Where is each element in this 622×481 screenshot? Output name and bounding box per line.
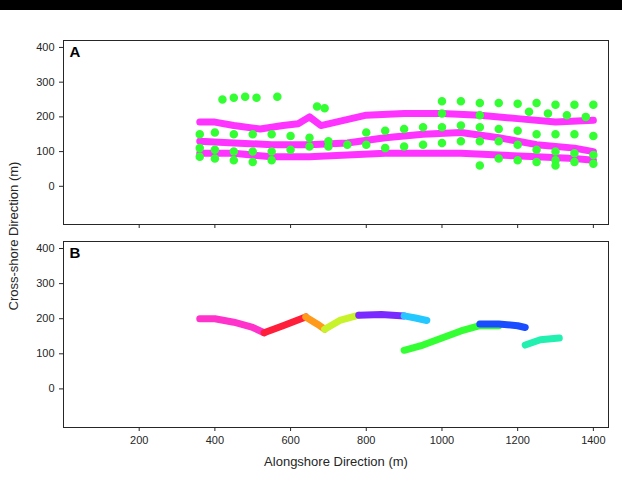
- svg-text:100: 100: [36, 347, 54, 359]
- svg-text:300: 300: [36, 76, 54, 88]
- svg-text:0: 0: [48, 180, 54, 192]
- svg-text:Alongshore Direction (m): Alongshore Direction (m): [264, 454, 408, 469]
- svg-text:200: 200: [36, 110, 54, 122]
- svg-text:600: 600: [281, 434, 299, 446]
- svg-text:400: 400: [36, 41, 54, 53]
- svg-text:1200: 1200: [505, 434, 529, 446]
- svg-text:1000: 1000: [430, 434, 454, 446]
- svg-text:A: A: [70, 43, 81, 60]
- html-text:Cross-shore Direction (m): Cross-shore Direction (m): [5, 161, 21, 311]
- svg-text:300: 300: [36, 277, 54, 289]
- svg-text:100: 100: [36, 145, 54, 157]
- svg-text:0: 0: [48, 382, 54, 394]
- svg-text:B: B: [70, 244, 81, 261]
- svg-text:400: 400: [206, 434, 224, 446]
- svg-text:400: 400: [36, 242, 54, 254]
- svg-text:200: 200: [130, 434, 148, 446]
- svg-text:1400: 1400: [581, 434, 605, 446]
- svg-text:200: 200: [36, 312, 54, 324]
- svg-text:800: 800: [357, 434, 375, 446]
